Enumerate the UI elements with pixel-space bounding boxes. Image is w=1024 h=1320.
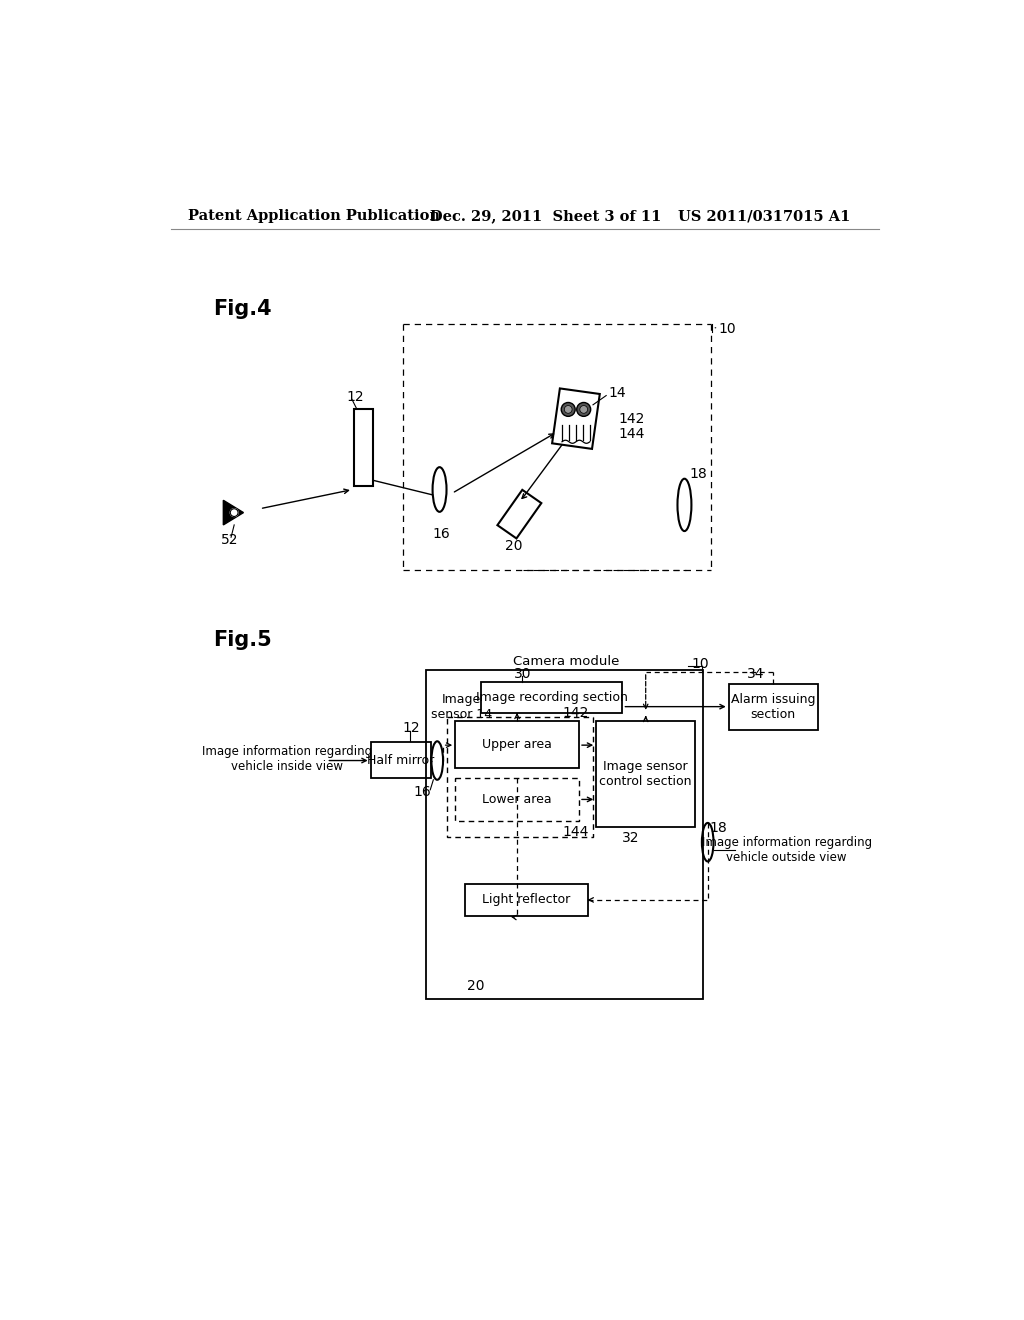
Text: 142: 142 bbox=[618, 412, 645, 425]
Text: Camera module: Camera module bbox=[513, 656, 620, 668]
Circle shape bbox=[561, 403, 575, 416]
Text: Image information regarding
vehicle inside view: Image information regarding vehicle insi… bbox=[202, 744, 372, 774]
Text: 12: 12 bbox=[402, 721, 421, 735]
Text: Alarm issuing
section: Alarm issuing section bbox=[731, 693, 815, 721]
Text: Patent Application Publication: Patent Application Publication bbox=[188, 209, 440, 223]
Circle shape bbox=[577, 403, 591, 416]
Text: Half mirror: Half mirror bbox=[368, 754, 434, 767]
Text: 144: 144 bbox=[563, 825, 589, 840]
Text: 12: 12 bbox=[346, 391, 365, 404]
Text: 32: 32 bbox=[622, 830, 639, 845]
Circle shape bbox=[564, 405, 572, 413]
Text: Upper area: Upper area bbox=[482, 738, 552, 751]
Text: Image
sensor 14: Image sensor 14 bbox=[431, 693, 492, 721]
Text: 10: 10 bbox=[691, 657, 709, 672]
Text: 144: 144 bbox=[618, 428, 645, 441]
Text: 18: 18 bbox=[710, 821, 727, 836]
Text: Fig.4: Fig.4 bbox=[213, 298, 272, 318]
Text: 16: 16 bbox=[432, 527, 451, 541]
Text: 14: 14 bbox=[608, 387, 626, 400]
Text: 20: 20 bbox=[506, 539, 523, 553]
Polygon shape bbox=[223, 500, 244, 525]
Text: 34: 34 bbox=[746, 668, 765, 681]
Text: 30: 30 bbox=[514, 667, 531, 681]
Circle shape bbox=[230, 508, 238, 516]
Text: Light reflector: Light reflector bbox=[482, 894, 570, 907]
Text: Image sensor
control section: Image sensor control section bbox=[599, 759, 692, 788]
Text: Dec. 29, 2011  Sheet 3 of 11: Dec. 29, 2011 Sheet 3 of 11 bbox=[430, 209, 662, 223]
Text: Image information regarding
vehicle outside view: Image information regarding vehicle outs… bbox=[701, 836, 871, 863]
Text: 20: 20 bbox=[467, 979, 484, 993]
Text: 52: 52 bbox=[221, 532, 239, 546]
Text: US 2011/0317015 A1: US 2011/0317015 A1 bbox=[678, 209, 851, 223]
Text: 16: 16 bbox=[414, 785, 431, 799]
Text: 18: 18 bbox=[689, 467, 707, 480]
Text: Fig.5: Fig.5 bbox=[213, 630, 272, 649]
Circle shape bbox=[580, 405, 588, 413]
Text: Image recording section: Image recording section bbox=[475, 690, 628, 704]
Text: 142: 142 bbox=[563, 706, 589, 719]
Text: Lower area: Lower area bbox=[482, 793, 552, 807]
Text: 10: 10 bbox=[719, 322, 736, 337]
